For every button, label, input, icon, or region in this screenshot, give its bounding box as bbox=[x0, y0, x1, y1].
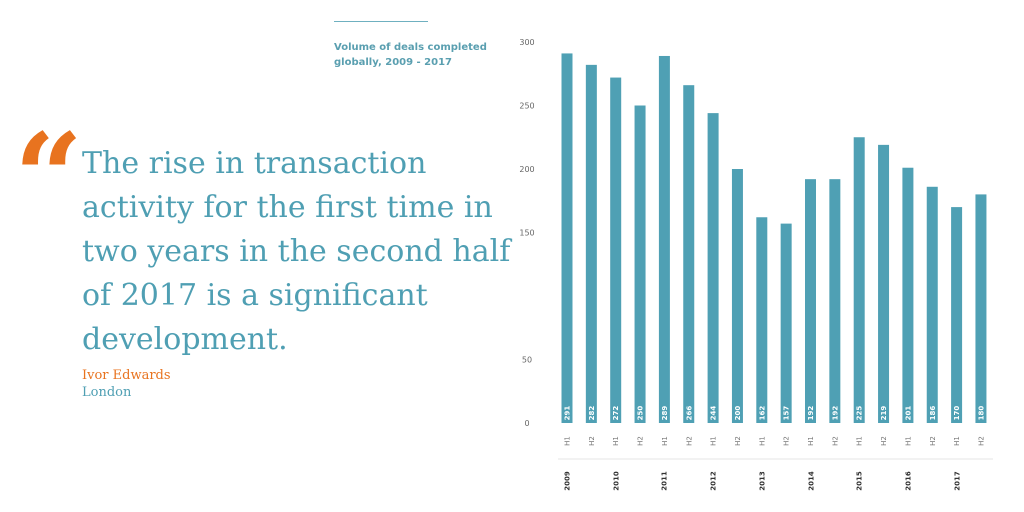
y-tick-label: 0 bbox=[524, 419, 529, 428]
bar-value-label: 250 bbox=[637, 406, 645, 421]
x-tick-label: H2 bbox=[588, 436, 596, 446]
x-tick-label: H1 bbox=[953, 436, 961, 446]
year-label: 2016 bbox=[905, 471, 913, 491]
x-tick-label: H1 bbox=[758, 436, 766, 446]
bar-value-label: 186 bbox=[929, 406, 937, 421]
year-label: 2017 bbox=[954, 471, 962, 491]
bar bbox=[878, 144, 890, 423]
x-tick-label: H2 bbox=[880, 436, 888, 446]
bar-value-label: 180 bbox=[977, 406, 985, 421]
x-tick-label: H1 bbox=[904, 436, 912, 446]
bar-value-label: 244 bbox=[710, 406, 718, 421]
bar-value-label: 282 bbox=[588, 406, 596, 421]
year-label: 2009 bbox=[564, 471, 572, 491]
bar-value-label: 291 bbox=[564, 406, 572, 421]
bar-value-label: 272 bbox=[612, 406, 620, 421]
bar bbox=[731, 169, 743, 423]
y-tick-label: 250 bbox=[519, 102, 534, 111]
bar-value-label: 170 bbox=[953, 406, 961, 421]
bar bbox=[658, 55, 670, 423]
bar bbox=[707, 113, 719, 424]
x-tick-label: H1 bbox=[564, 436, 572, 446]
bar bbox=[683, 85, 695, 424]
bar-value-label: 192 bbox=[807, 406, 815, 421]
bar-value-label: 192 bbox=[831, 406, 839, 421]
x-tick-label: H2 bbox=[783, 436, 791, 446]
bar bbox=[805, 179, 816, 423]
bar bbox=[853, 137, 865, 423]
bar-value-label: 289 bbox=[661, 406, 669, 421]
bar bbox=[634, 105, 646, 423]
bar bbox=[926, 186, 938, 423]
year-label: 2013 bbox=[759, 471, 767, 491]
x-tick-label: H1 bbox=[856, 436, 864, 446]
bar bbox=[975, 194, 987, 423]
quote-location: London bbox=[82, 385, 132, 400]
year-label: 2014 bbox=[808, 471, 816, 491]
chart-title: Volume of deals completed globally, 2009… bbox=[334, 42, 487, 68]
bar bbox=[561, 53, 573, 424]
bar-value-label: 219 bbox=[880, 406, 888, 421]
x-tick-label: H2 bbox=[977, 436, 985, 446]
year-label: 2011 bbox=[661, 471, 669, 491]
year-label: 2015 bbox=[856, 471, 864, 491]
y-tick-label: 200 bbox=[519, 165, 534, 174]
bar bbox=[585, 64, 597, 424]
x-tick-label: H2 bbox=[734, 436, 742, 446]
bar bbox=[780, 223, 792, 423]
x-tick-label: H1 bbox=[807, 436, 815, 446]
bar bbox=[902, 167, 914, 423]
bar bbox=[756, 217, 768, 423]
x-tick-label: H2 bbox=[685, 436, 693, 446]
x-tick-label: H2 bbox=[929, 436, 937, 446]
y-tick-label: 50 bbox=[522, 356, 532, 365]
bar-value-label: 157 bbox=[783, 406, 791, 421]
x-tick-label: H1 bbox=[661, 436, 669, 446]
x-tick-label: H1 bbox=[710, 436, 718, 446]
bar-value-label: 200 bbox=[734, 406, 742, 421]
year-label: 2012 bbox=[710, 471, 718, 491]
bar-value-label: 225 bbox=[856, 406, 864, 421]
bar-value-label: 266 bbox=[685, 406, 693, 421]
x-tick-label: H2 bbox=[637, 436, 645, 446]
bar bbox=[610, 77, 622, 423]
bar bbox=[951, 207, 963, 423]
y-tick-label: 300 bbox=[519, 38, 534, 47]
bar-value-label: 162 bbox=[758, 406, 766, 421]
bar-value-label: 201 bbox=[904, 406, 912, 421]
chart-title-rule bbox=[334, 21, 428, 22]
quote-text: The rise in transaction activity for the… bbox=[82, 146, 511, 357]
year-label: 2010 bbox=[613, 471, 621, 491]
bar bbox=[829, 179, 841, 423]
y-tick-label: 150 bbox=[519, 229, 534, 238]
x-tick-label: H1 bbox=[612, 436, 620, 446]
x-tick-label: H2 bbox=[831, 436, 839, 446]
quote-mark-icon: “ bbox=[14, 107, 84, 248]
quote-author: Ivor Edwards bbox=[82, 368, 171, 383]
